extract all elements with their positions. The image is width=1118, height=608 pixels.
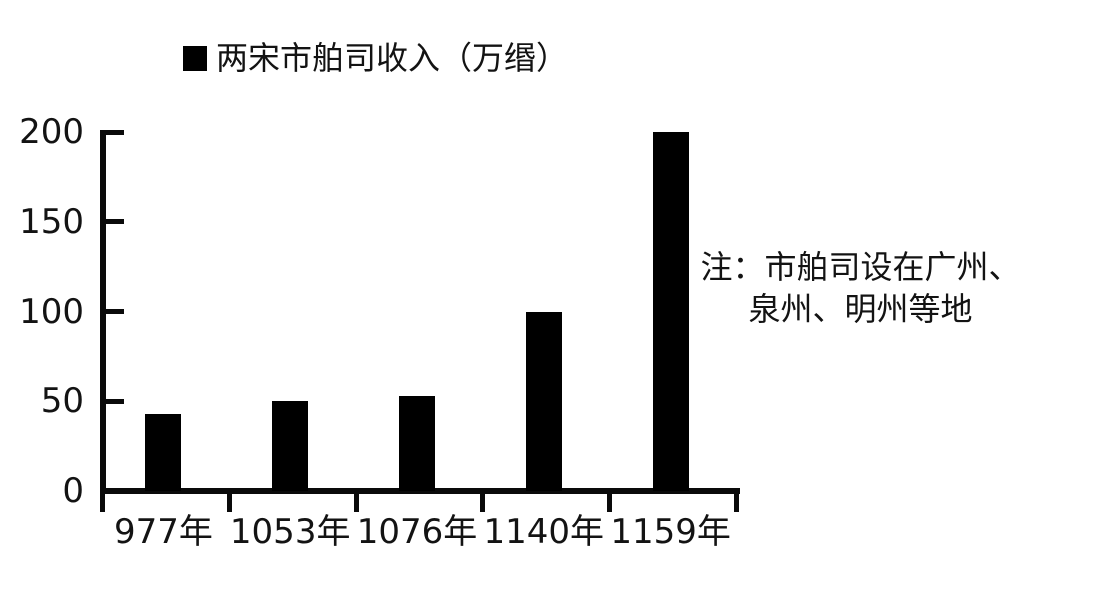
y-tick-label: 50	[40, 381, 84, 422]
x-tick	[353, 494, 359, 512]
chart-note-line2: 泉州、明州等地	[748, 290, 973, 328]
bar-1140年	[525, 311, 562, 491]
chart-note: 注：市舶司设在广州、 泉州、明州等地	[688, 246, 1033, 330]
y-tick-label: 150	[19, 201, 84, 242]
x-tick-label: 1140年	[483, 512, 605, 552]
legend: 两宋市舶司收入（万缗）	[183, 40, 568, 76]
x-tick-label: 977年	[113, 512, 213, 552]
x-axis-line	[100, 488, 740, 494]
y-tick-label: 0	[62, 471, 84, 511]
x-tick-label: 1076年	[356, 512, 478, 552]
y-axis-line	[100, 130, 106, 494]
y-tick-label: 200	[19, 112, 84, 152]
bar-1053年	[272, 401, 309, 491]
x-tick	[480, 494, 486, 512]
x-tick-label: 1053年	[229, 512, 351, 552]
bar-1159年	[652, 132, 689, 491]
chart-note-line1: 注：市舶司设在广州、	[700, 248, 1021, 286]
y-tick	[106, 398, 124, 404]
legend-label: 两宋市舶司收入（万缗）	[216, 39, 569, 77]
x-tick-label: 1159年	[610, 512, 731, 552]
y-tick	[106, 309, 124, 314]
bar-977年	[145, 413, 182, 491]
x-tick	[607, 494, 613, 512]
x-tick	[100, 494, 105, 512]
bar-1076年	[399, 395, 435, 491]
x-tick	[734, 494, 739, 512]
y-tick	[106, 219, 124, 225]
y-tick	[106, 129, 124, 135]
x-tick	[226, 494, 232, 512]
y-tick-label: 100	[19, 291, 84, 332]
legend-swatch-icon	[183, 45, 207, 71]
